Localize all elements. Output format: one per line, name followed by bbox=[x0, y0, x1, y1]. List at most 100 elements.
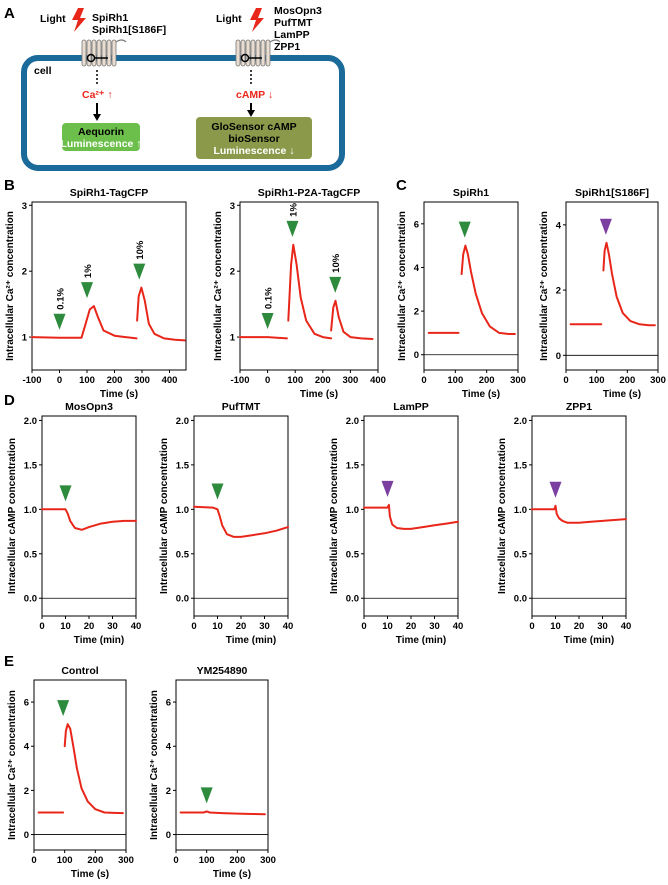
plot-frame bbox=[531, 415, 627, 617]
trace-line bbox=[193, 505, 289, 538]
plot-frame bbox=[363, 415, 459, 617]
plot-title: MosOpn3 bbox=[65, 401, 113, 413]
y-tick-label: 0.5 bbox=[24, 549, 38, 560]
receptor-left-1: SpiRh1 bbox=[92, 12, 128, 24]
trace-line bbox=[179, 810, 266, 816]
y-tick-label: 1.5 bbox=[176, 460, 190, 471]
x-axis-label: Time (s) bbox=[213, 869, 251, 880]
aequorin-box bbox=[62, 123, 140, 151]
y-tick-label: 1.5 bbox=[346, 460, 360, 471]
x-axis-label: Time (s) bbox=[462, 389, 500, 400]
x-tick-label: 300 bbox=[510, 375, 526, 386]
y-tick-label: 3 bbox=[230, 201, 235, 212]
marker-label: 0.1% bbox=[56, 288, 67, 310]
x-tick-label: 200 bbox=[107, 375, 123, 386]
plot-frame bbox=[31, 201, 187, 371]
stimulus-marker bbox=[286, 220, 299, 237]
marker-label: 1% bbox=[288, 203, 299, 217]
stimulus-marker bbox=[329, 276, 342, 293]
receptor-right-1: MosOpn3 bbox=[274, 5, 322, 17]
plot-frame bbox=[41, 415, 137, 617]
x-tick-label: -100 bbox=[22, 375, 41, 386]
y-axis-label: Intracellular Ca²⁺ concentration bbox=[5, 211, 16, 361]
panel-letter-c: C bbox=[396, 177, 407, 194]
x-tick-label: 0 bbox=[529, 621, 534, 632]
x-tick-label: 400 bbox=[370, 375, 386, 386]
glosensor-luminescence: Luminescence ↓ bbox=[213, 145, 294, 157]
x-axis-label: Time (min) bbox=[226, 635, 276, 646]
trace-line bbox=[363, 503, 459, 530]
y-tick-label: 2 bbox=[414, 307, 419, 318]
x-tick-label: 100 bbox=[57, 855, 73, 866]
y-tick-label: 0.0 bbox=[346, 594, 359, 605]
y-axis-label: Intracellular Ca²⁺ concentration bbox=[539, 211, 550, 361]
chart-lampp: LamPP 0 10 20 30 40 0.0 0.5 1.0 1.5 2.0 Time (min) I… bbox=[329, 401, 463, 646]
plot-title: Control bbox=[61, 665, 98, 677]
x-tick-label: 200 bbox=[229, 855, 245, 866]
panel-letter-b: B bbox=[4, 177, 15, 194]
cell-label: cell bbox=[34, 65, 52, 77]
plot-title: LamPP bbox=[393, 401, 429, 413]
x-tick-label: 40 bbox=[131, 621, 142, 632]
receptor-right-icon bbox=[235, 39, 281, 67]
chart-mosopn3: MosOpn3 0 10 20 30 40 0.0 0.5 1.0 1.5 2.0 Time (min… bbox=[7, 401, 141, 646]
x-tick-label: -100 bbox=[230, 375, 249, 386]
cell-membrane bbox=[21, 55, 345, 171]
y-tick-label: 0.0 bbox=[176, 594, 189, 605]
stimulus-marker bbox=[261, 313, 274, 330]
trace-line bbox=[460, 244, 516, 335]
y-tick-label: 4 bbox=[414, 263, 420, 274]
x-tick-label: 0 bbox=[361, 621, 366, 632]
receptor-left-2: SpiRh1[S186F] bbox=[92, 24, 166, 36]
aequorin-label: Aequorin bbox=[78, 126, 124, 138]
y-tick-label: 1.0 bbox=[346, 505, 359, 516]
y-tick-label: 0.5 bbox=[514, 549, 528, 560]
glosensor-label-2: bioSensor bbox=[228, 133, 279, 145]
plot-frame bbox=[423, 201, 519, 371]
chart-spirh1-tagcfp: SpiRh1-TagCFP -100 0 100 200 300 400 1 2 3 Time (s… bbox=[5, 187, 187, 400]
plot-title: SpiRh1 bbox=[453, 187, 489, 199]
y-tick-label: 1 bbox=[22, 333, 28, 344]
x-tick-label: 0 bbox=[191, 621, 196, 632]
stimulus-marker bbox=[200, 787, 213, 804]
y-tick-label: 1 bbox=[230, 333, 236, 344]
trace-line bbox=[41, 508, 137, 531]
trace-line bbox=[602, 241, 656, 327]
y-tick-label: 2 bbox=[556, 286, 561, 297]
x-axis-label: Time (min) bbox=[396, 635, 446, 646]
plot-frame bbox=[193, 415, 289, 617]
x-tick-label: 30 bbox=[107, 621, 118, 632]
x-tick-label: 20 bbox=[574, 621, 585, 632]
y-axis-label: Intracellular Ca²⁺ concentration bbox=[149, 690, 160, 840]
y-axis-label: Intracellular cAMP concentration bbox=[7, 438, 18, 594]
x-tick-label: 0 bbox=[265, 375, 270, 386]
x-tick-label: 30 bbox=[429, 621, 440, 632]
x-tick-label: 40 bbox=[621, 621, 632, 632]
y-tick-label: 6 bbox=[414, 219, 419, 230]
y-tick-label: 3 bbox=[22, 201, 27, 212]
x-tick-label: 200 bbox=[479, 375, 495, 386]
x-tick-label: 0 bbox=[57, 375, 62, 386]
x-axis-label: Time (s) bbox=[71, 869, 109, 880]
y-tick-label: 1.5 bbox=[514, 460, 528, 471]
x-tick-label: 300 bbox=[650, 375, 666, 386]
y-axis-label: Intracellular cAMP concentration bbox=[329, 438, 340, 594]
x-tick-label: 100 bbox=[79, 375, 95, 386]
panel-letter-e: E bbox=[4, 653, 14, 670]
y-axis-label: Intracellular Ca²⁺ concentration bbox=[213, 211, 224, 361]
y-tick-label: 1.0 bbox=[176, 505, 189, 516]
x-tick-label: 0 bbox=[421, 375, 426, 386]
receptor-right-2: PufTMT bbox=[274, 17, 313, 29]
x-tick-label: 10 bbox=[60, 621, 71, 632]
x-tick-label: 200 bbox=[315, 375, 331, 386]
y-tick-label: 1.0 bbox=[514, 505, 527, 516]
x-tick-label: 300 bbox=[134, 375, 150, 386]
plot-title: SpiRh1-TagCFP bbox=[70, 187, 149, 199]
x-tick-label: 20 bbox=[236, 621, 247, 632]
chart-spirh1: SpiRh1 0 100 200 300 0 2 4 6 Time (s) Intracellula… bbox=[397, 187, 526, 400]
marker-label: 10% bbox=[135, 240, 146, 260]
x-tick-label: 40 bbox=[453, 621, 464, 632]
x-tick-label: 20 bbox=[84, 621, 95, 632]
x-tick-label: 10 bbox=[382, 621, 393, 632]
panel-letter-a: A bbox=[4, 5, 15, 22]
